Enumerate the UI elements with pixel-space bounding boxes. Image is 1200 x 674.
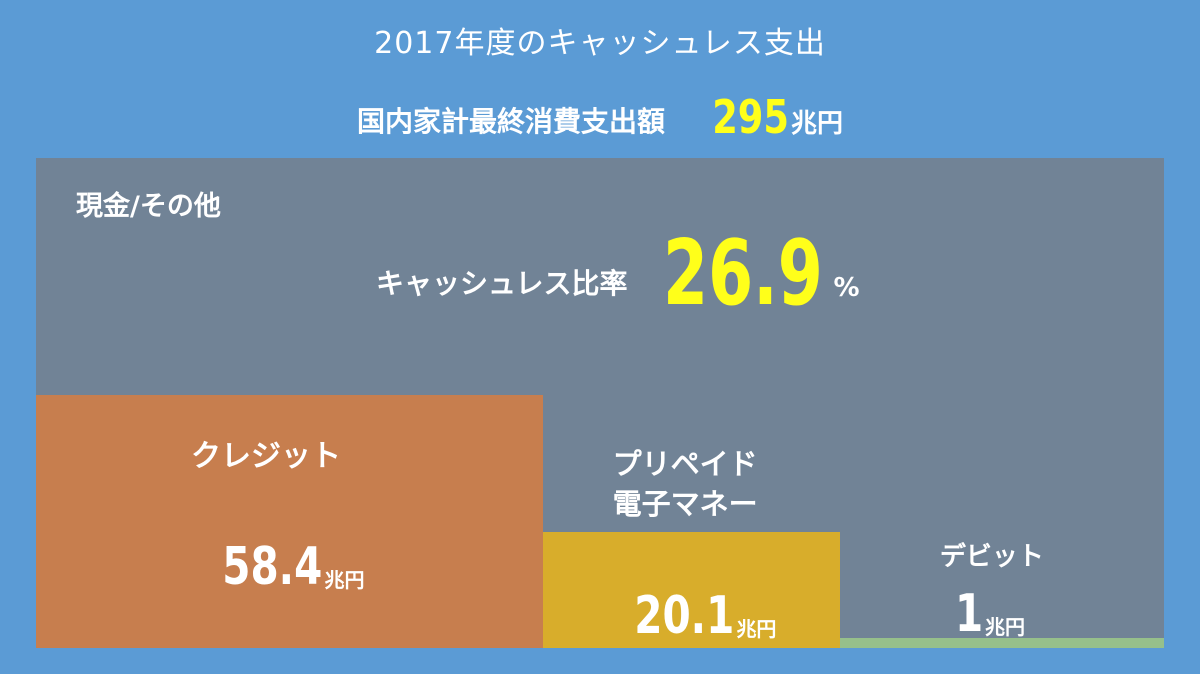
cashless-ratio-label: キャッシュレス比率 [376, 267, 628, 300]
prepaid-value: 20.1 兆円 [606, 588, 776, 644]
cashless-ratio-unit: % [833, 273, 860, 303]
prepaid-value-unit: 兆円 [736, 617, 777, 641]
debit-value-number: 1 [954, 584, 984, 644]
prepaid-value-number: 20.1 [634, 586, 735, 646]
credit-label: クレジット [191, 439, 341, 474]
total-consumption-row: 国内家計最終消費支出額 295 兆円 [0, 92, 1200, 142]
chart-title: 2017年度のキャッシュレス支出 [374, 26, 826, 61]
credit-value: 58.4 兆円 [194, 539, 364, 595]
cashless-ratio-value: 26.9 [663, 221, 824, 326]
debit-value-unit: 兆円 [985, 615, 1026, 639]
debit-block [839, 637, 1164, 648]
total-consumption-label: 国内家計最終消費支出額 [356, 105, 665, 138]
cash-other-label: 現金/その他 [76, 191, 221, 222]
prepaid-block [542, 532, 840, 648]
cashless-ratio: キャッシュレス比率 26.9 % [376, 226, 860, 322]
credit-value-number: 58.4 [222, 537, 323, 597]
total-consumption-unit: 兆円 [791, 109, 844, 139]
total-consumption-value: 295 兆円 [693, 92, 843, 142]
credit-value-unit: 兆円 [324, 568, 365, 592]
credit-block [36, 395, 543, 648]
cashless-treemap: 現金/その他 キャッシュレス比率 26.9 % クレジット 58.4 兆円 プリペイド… [36, 158, 1164, 648]
total-consumption-number: 295 [712, 90, 790, 144]
debit-label: デビット [939, 542, 1044, 572]
prepaid-label: プリペイド 電子マネー [612, 447, 758, 521]
debit-value: 1 兆円 [947, 586, 1025, 642]
